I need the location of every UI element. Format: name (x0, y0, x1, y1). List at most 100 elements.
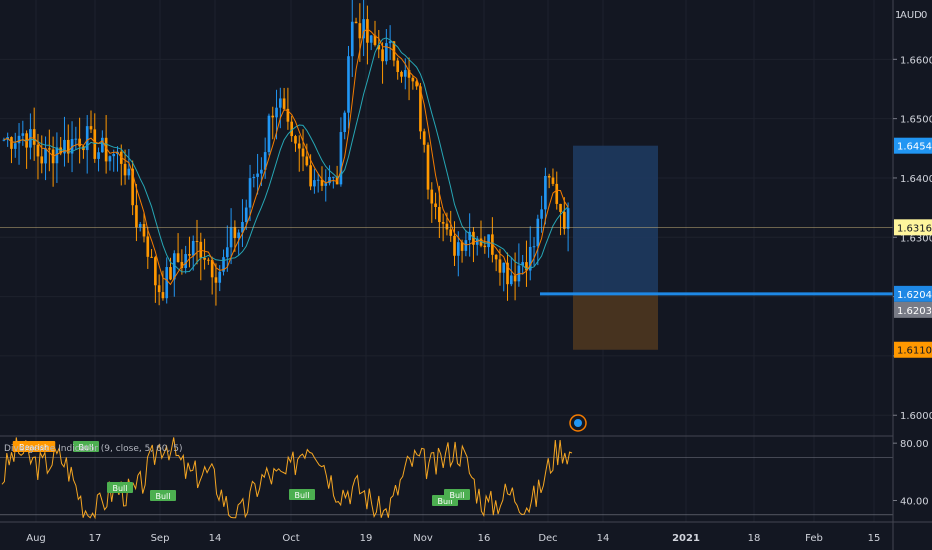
candle-body (551, 177, 555, 184)
price-tick-label: 1.63000 (900, 233, 932, 244)
candle-body (271, 115, 275, 118)
time-tick-label: Aug (26, 533, 46, 544)
candle-body (419, 86, 422, 132)
candle-body (135, 205, 138, 228)
candle-body (502, 262, 506, 273)
candle-body (377, 44, 381, 50)
candle-body (252, 176, 256, 179)
candle-body (123, 163, 127, 176)
candle-body (17, 135, 21, 144)
ma-fast-line (3, 28, 569, 286)
candle-body (267, 115, 271, 153)
candle-body (403, 70, 407, 77)
bull-label-text: Bull (155, 492, 170, 501)
price-tag-label: 1.64544 (897, 142, 932, 153)
candle-body (449, 229, 453, 236)
candle-body (358, 23, 362, 39)
candle-body (176, 253, 180, 263)
candle-body (225, 247, 229, 258)
candle-body (415, 81, 418, 87)
candle-body (78, 138, 81, 147)
candle-body (278, 98, 282, 108)
candle-body (218, 271, 222, 283)
candle-body (203, 257, 206, 260)
candle-body (36, 144, 40, 157)
candle-body (150, 256, 153, 258)
candle-body (256, 173, 259, 177)
price-tag-label: 1.61104 (897, 346, 932, 357)
oscillator-line (1, 437, 573, 520)
price-tick-label: 1.65000 (900, 115, 932, 126)
time-tick-label: Dec (538, 533, 557, 544)
candle-body (131, 168, 134, 206)
price-tag (894, 137, 932, 154)
candle-body (396, 60, 400, 72)
candle-body (286, 108, 290, 122)
candle-body (180, 262, 184, 269)
candle-body (328, 176, 331, 184)
candle-body (138, 224, 142, 228)
time-tick-label: 15 (868, 533, 881, 544)
candle-body (313, 180, 316, 187)
target-zone[interactable] (573, 145, 658, 294)
candle-body (566, 208, 570, 229)
event-bubble[interactable] (569, 414, 587, 432)
time-tick-label: Feb (805, 533, 823, 544)
candle-body (343, 112, 347, 133)
candle-body (233, 226, 237, 239)
candle-body (536, 218, 540, 247)
price-tag (894, 341, 932, 358)
candle-body (282, 98, 286, 109)
candle-body (426, 144, 430, 190)
candle-body (301, 148, 305, 157)
stop-zone[interactable] (573, 293, 658, 350)
candle-body (191, 240, 195, 256)
candles (2, 0, 570, 306)
candle-body (21, 133, 25, 136)
time-tick-label: Oct (282, 533, 299, 544)
candle-body (430, 189, 434, 204)
candle-body (434, 203, 437, 207)
candle-body (97, 152, 100, 159)
candle-body (214, 277, 218, 283)
candle-body (63, 139, 66, 154)
price-tag-label: 1.63168 (897, 223, 932, 234)
candle-body (101, 137, 104, 153)
bull-label-text: Bull (449, 491, 464, 500)
candle-body (48, 148, 51, 150)
candle-body (263, 152, 267, 170)
candle-body (207, 259, 210, 261)
candle-body (93, 129, 97, 159)
time-tick-label: 19 (360, 533, 373, 544)
indicator-title[interactable]: Divergence Indicator (9, close, 5, 60, 5… (4, 444, 183, 454)
candle-body (339, 132, 343, 185)
candle-body (468, 231, 471, 241)
candle-body (506, 262, 509, 285)
price-axis[interactable]: 1.60000 1.63000 1.64000 1.65000 1.66000 (893, 55, 932, 422)
candle-body (456, 242, 460, 256)
candle-body (290, 121, 294, 137)
candle-body (74, 138, 78, 140)
bearish-label-text: Bearish (19, 443, 49, 452)
candle-body (381, 49, 384, 62)
time-axis[interactable]: Aug 17 Sep 14 Oct 19 Nov 16 Dec 14 2021 18 Feb 15 (26, 533, 880, 544)
candle-body (142, 224, 146, 237)
candle-body (297, 143, 301, 149)
candle-body (154, 257, 157, 286)
candle-body (555, 183, 559, 204)
candle-body (66, 139, 70, 154)
candle-body (32, 129, 36, 145)
candle-body (237, 232, 240, 239)
candle-body (309, 165, 312, 187)
oscillator-axis[interactable]: 40.00 80.00 (893, 439, 929, 508)
candle-body (411, 77, 415, 82)
candle-body (494, 254, 498, 260)
time-tick-label: 14 (209, 533, 222, 544)
time-tick-label: 18 (748, 533, 761, 544)
bull-label-text: Bull (437, 497, 452, 506)
bull-label (73, 441, 99, 452)
candle-body (366, 19, 369, 43)
candle-body (407, 70, 411, 78)
